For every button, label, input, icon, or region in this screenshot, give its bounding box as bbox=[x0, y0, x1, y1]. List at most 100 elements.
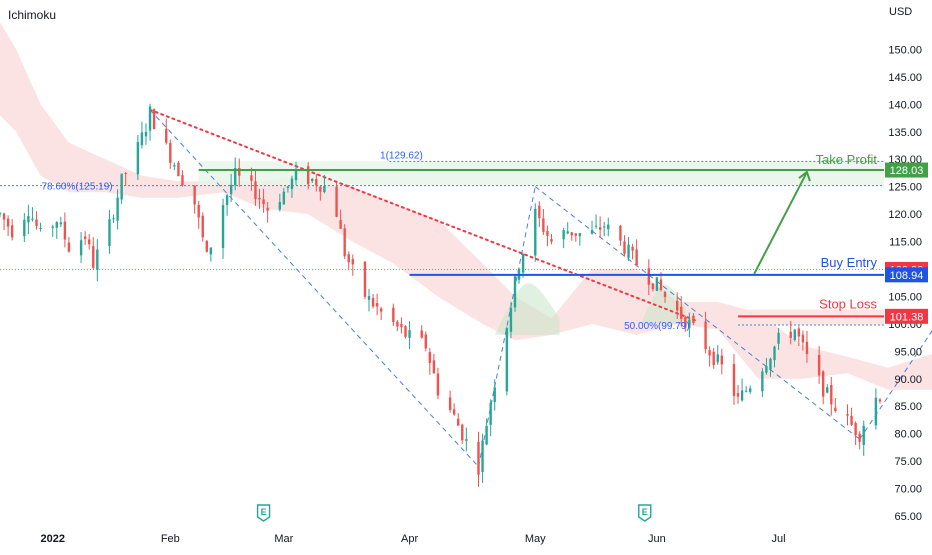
fib-label: 1(129.62) bbox=[380, 150, 423, 161]
take-profit-tag bbox=[885, 162, 928, 178]
y-tick-label: 105.00 bbox=[888, 291, 922, 303]
candle-body bbox=[351, 259, 354, 265]
candle-body bbox=[39, 228, 42, 230]
candle-body bbox=[371, 297, 375, 307]
candle-body bbox=[315, 179, 318, 186]
candle-body bbox=[225, 195, 229, 205]
candle-body bbox=[319, 186, 322, 192]
candle-body bbox=[777, 332, 780, 344]
candle-body bbox=[821, 371, 825, 397]
candle-body bbox=[96, 249, 99, 270]
candle-body bbox=[306, 166, 310, 185]
y-tick-label: 95.00 bbox=[894, 346, 922, 358]
candle-body bbox=[805, 341, 809, 355]
candle-body bbox=[367, 296, 371, 300]
candle-body bbox=[578, 233, 582, 237]
candle-body bbox=[152, 109, 156, 130]
candle-body bbox=[229, 184, 233, 194]
y-tick-label: 90.00 bbox=[894, 374, 922, 386]
candle-body bbox=[854, 422, 857, 436]
candle-body bbox=[173, 165, 176, 167]
candle-body bbox=[108, 219, 111, 247]
candle-body bbox=[748, 388, 752, 392]
candle-body bbox=[221, 205, 225, 249]
candle-body bbox=[688, 319, 691, 328]
candle-body bbox=[177, 162, 180, 177]
candle-body bbox=[396, 321, 399, 327]
projection-arrow-head bbox=[798, 170, 811, 182]
candle-body bbox=[51, 226, 54, 228]
candle-body bbox=[262, 199, 265, 205]
y-tick-label: 150.00 bbox=[888, 44, 922, 56]
candle-body bbox=[505, 328, 509, 392]
candle-body bbox=[347, 254, 350, 263]
zigzag-segment bbox=[478, 186, 536, 467]
candle-body bbox=[436, 373, 440, 396]
candle-body bbox=[339, 219, 342, 229]
earnings-label: E bbox=[261, 507, 267, 517]
candle-body bbox=[238, 168, 241, 176]
candle-body bbox=[684, 317, 687, 328]
candle-body bbox=[432, 360, 436, 374]
candle-body bbox=[335, 186, 338, 217]
candle-body bbox=[67, 242, 71, 252]
candle-body bbox=[311, 178, 314, 182]
grid-layer bbox=[0, 160, 884, 326]
candle-body bbox=[773, 346, 776, 361]
take-profit-label: Take Profit bbox=[816, 152, 878, 167]
candle-body bbox=[534, 208, 537, 256]
candles-layer bbox=[0, 103, 882, 487]
candle-body bbox=[712, 351, 715, 366]
x-tick-label: May bbox=[525, 533, 546, 545]
candle-body bbox=[461, 424, 464, 441]
candle-body bbox=[88, 239, 91, 245]
candle-body bbox=[740, 390, 744, 401]
candle-body bbox=[538, 205, 541, 219]
candle-body bbox=[801, 334, 805, 343]
candle-body bbox=[635, 249, 638, 266]
candle-body bbox=[92, 246, 95, 268]
candle-body bbox=[546, 230, 549, 236]
stop-loss-tag-label: 101.38 bbox=[890, 311, 924, 323]
candle-body bbox=[452, 409, 456, 415]
candle-body bbox=[623, 241, 626, 254]
candle-body bbox=[680, 306, 683, 319]
candle-body bbox=[457, 418, 460, 426]
candle-body bbox=[562, 230, 565, 240]
candle-body bbox=[55, 222, 58, 228]
candle-body bbox=[165, 128, 168, 143]
candle-body bbox=[793, 329, 796, 341]
candle-body bbox=[858, 433, 861, 442]
candle-body bbox=[598, 227, 602, 230]
candle-body bbox=[343, 228, 346, 257]
x-tick-label: Feb bbox=[161, 533, 180, 545]
candle-body bbox=[789, 331, 792, 338]
candle-body bbox=[834, 407, 837, 411]
candle-body bbox=[209, 247, 213, 255]
candle-body bbox=[201, 215, 204, 238]
candle-body bbox=[27, 216, 30, 223]
candle-body bbox=[181, 175, 184, 186]
x-tick-label: Jun bbox=[648, 533, 666, 545]
ichimoku-cloud bbox=[0, 22, 932, 390]
stop-loss-tag bbox=[885, 308, 928, 324]
x-tick-label: 2022 bbox=[40, 533, 64, 545]
zigzag-segment bbox=[534, 186, 860, 440]
candle-body bbox=[769, 358, 772, 370]
candle-body bbox=[400, 323, 403, 328]
stop-loss-zone bbox=[738, 309, 884, 326]
candle-body bbox=[708, 350, 711, 356]
y-tick-label: 135.00 bbox=[888, 127, 922, 139]
candle-body bbox=[278, 201, 281, 210]
candle-body bbox=[205, 240, 209, 252]
candle-body bbox=[112, 218, 115, 220]
drawings-layer bbox=[149, 108, 932, 467]
candle-body bbox=[817, 354, 821, 376]
indicator-title: Ichimoku bbox=[8, 8, 57, 22]
candle-body bbox=[258, 197, 261, 200]
candle-body bbox=[830, 384, 833, 405]
buy-entry-tag-label: 108.94 bbox=[890, 270, 924, 282]
y-tick-label: 125.00 bbox=[888, 182, 922, 194]
